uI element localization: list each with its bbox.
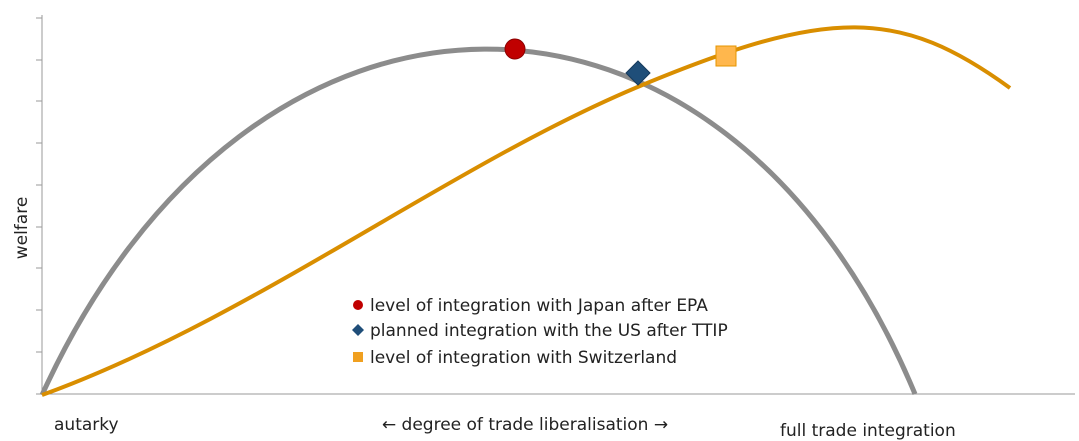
x-right-label: full trade integration [780,421,956,441]
legend-square [353,352,363,362]
gray-curve [39,46,918,397]
x-center-label: ← degree of trade liberalisation → [382,415,668,435]
switzerland-marker [715,45,737,67]
orange-curve [41,25,1012,397]
x-left-label: autarky [54,415,119,435]
legend-label: planned integration with the US after TT… [370,321,728,341]
japan-marker [504,38,526,60]
axes [36,15,1075,395]
us-marker [625,60,651,86]
legend-diamond [352,324,364,336]
y-axis-label: welfare [12,197,32,260]
legend-label: level of integration with Switzerland [370,348,677,368]
legend-label: level of integration with Japan after EP… [370,296,708,316]
legend-dot [353,300,363,310]
